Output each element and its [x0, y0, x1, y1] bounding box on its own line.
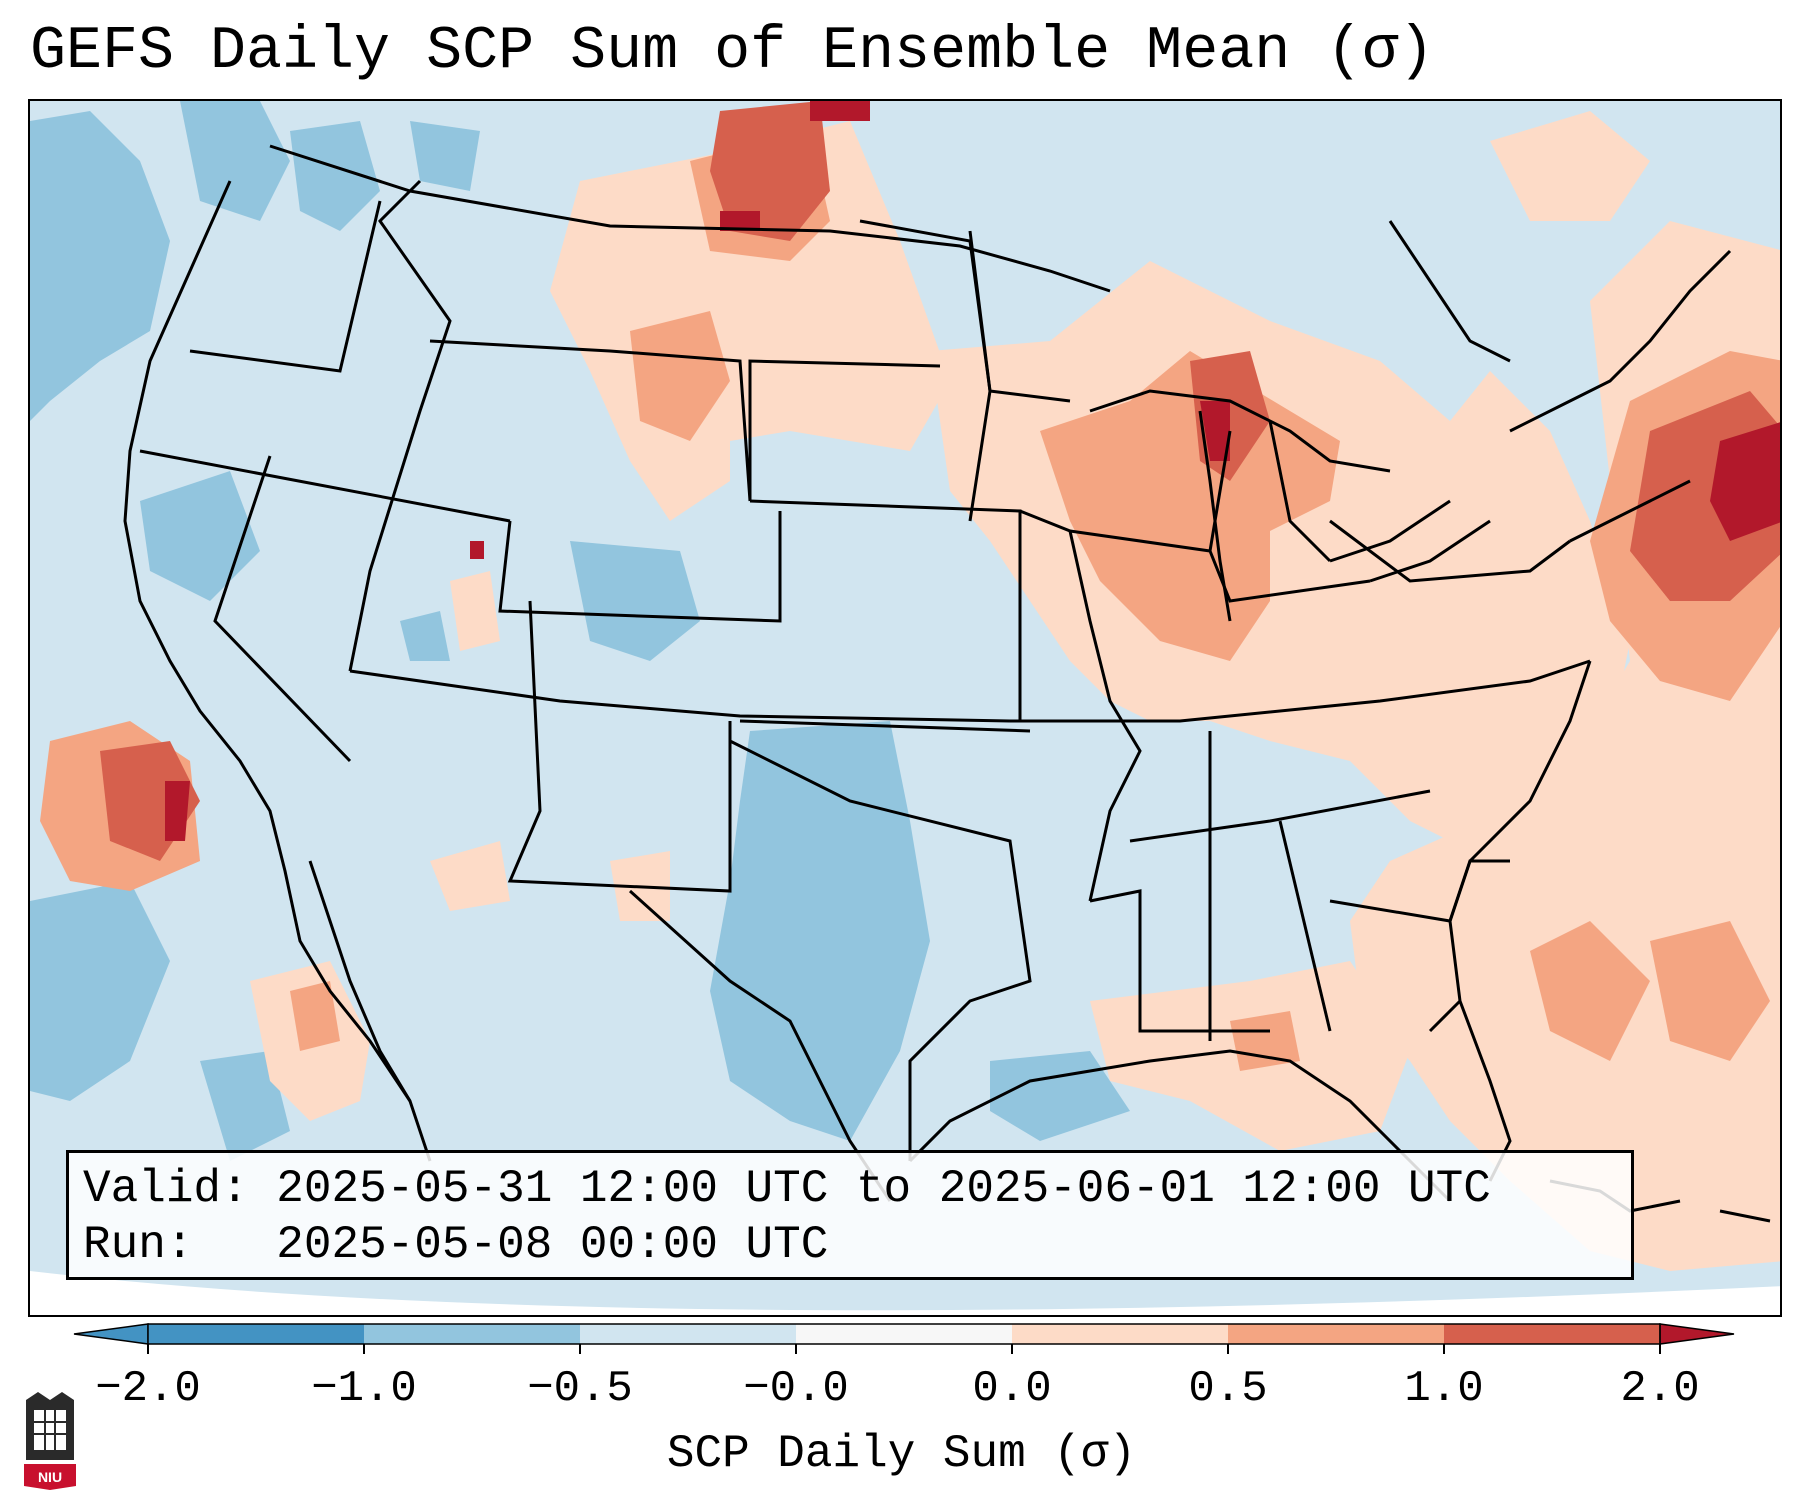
colorbar-extend-low	[73, 1323, 149, 1345]
negative-anomaly-patches	[30, 101, 1130, 1161]
colorbar-tick-label: −0.0	[743, 1364, 849, 1414]
colorbar-segment	[364, 1324, 581, 1344]
colorbar-segment	[580, 1324, 797, 1344]
colorbar-tick-label: 0.0	[972, 1364, 1052, 1414]
projection-edge	[30, 1271, 1780, 1315]
colorbar-segment	[796, 1324, 1013, 1344]
colorbar-segment	[1444, 1324, 1661, 1344]
colorbar-ticks	[147, 1344, 1661, 1354]
colorbar-tick-label: −2.0	[95, 1364, 201, 1414]
colorbar	[73, 1323, 1735, 1354]
colorbar-segment	[148, 1324, 365, 1344]
logo-text: NIU	[38, 1469, 62, 1485]
map-title: GEFS Daily SCP Sum of Ensemble Mean (σ)	[30, 18, 1435, 86]
colorbar-segment	[1228, 1324, 1445, 1344]
colorbar-tick-label: 0.5	[1188, 1364, 1268, 1414]
colorbar-tick-label: 1.0	[1404, 1364, 1484, 1414]
boundaries	[123, 144, 1771, 1223]
map-panel	[28, 99, 1782, 1317]
colorbar-extend-high	[1659, 1323, 1735, 1345]
colorbar-segment	[1012, 1324, 1229, 1344]
colorbar-tick-label: −1.0	[311, 1364, 417, 1414]
very-strong-positive-cells	[165, 101, 1780, 841]
run-value: 2025-05-08 00:00 UTC	[276, 1219, 829, 1271]
valid-label: Valid:	[83, 1163, 249, 1215]
valid-value: 2025-05-31 12:00 UTC to 2025-06-01 12:00…	[276, 1163, 1491, 1215]
anomaly-map	[30, 101, 1780, 1315]
colorbar-frame	[147, 1323, 1661, 1345]
colorbar-segments	[73, 1323, 1735, 1345]
run-label: Run:	[83, 1219, 194, 1271]
colorbar-tick-label: 2.0	[1620, 1364, 1700, 1414]
colorbar-tick-label: −0.5	[527, 1364, 633, 1414]
niu-logo: NIU	[24, 1392, 76, 1490]
valid-run-info-box: Valid: 2025-05-31 12:00 UTC to 2025-06-0…	[66, 1150, 1634, 1280]
colorbar-label: SCP Daily Sum (σ)	[666, 1428, 1137, 1480]
